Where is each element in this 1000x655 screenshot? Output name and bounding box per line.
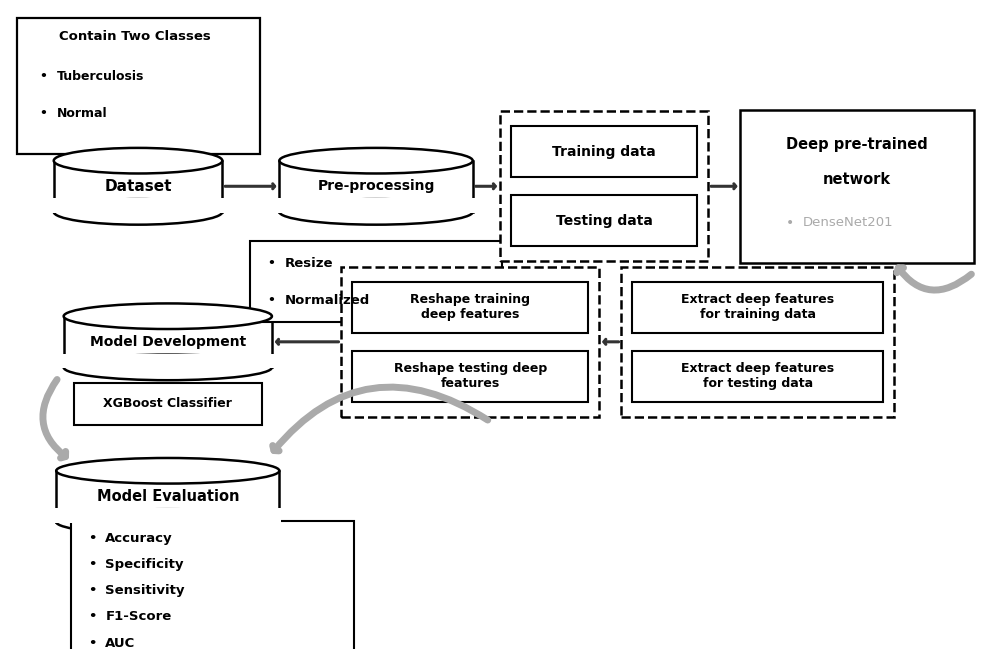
Text: AUC: AUC xyxy=(105,637,136,650)
Bar xyxy=(352,282,588,333)
Ellipse shape xyxy=(279,148,473,174)
Bar xyxy=(740,110,974,263)
Bar xyxy=(250,242,502,322)
Bar xyxy=(74,383,262,424)
Bar xyxy=(62,354,274,368)
Ellipse shape xyxy=(279,199,473,225)
Text: Deep pre-trained: Deep pre-trained xyxy=(786,138,928,153)
Bar xyxy=(64,316,272,367)
Bar xyxy=(52,198,224,213)
Text: Sensitivity: Sensitivity xyxy=(105,584,185,597)
Text: •: • xyxy=(88,610,97,624)
Bar xyxy=(511,195,697,246)
Ellipse shape xyxy=(54,148,222,174)
Text: Normalized: Normalized xyxy=(285,294,370,307)
Text: Contain Two Classes: Contain Two Classes xyxy=(59,30,210,43)
Text: Accuracy: Accuracy xyxy=(105,533,173,545)
Ellipse shape xyxy=(64,303,272,329)
Bar xyxy=(279,160,473,212)
Ellipse shape xyxy=(56,458,279,483)
Text: •: • xyxy=(267,257,275,270)
Text: Specificity: Specificity xyxy=(105,558,184,571)
Text: F1-Score: F1-Score xyxy=(105,610,172,624)
Bar xyxy=(511,126,697,178)
Text: Pre-processing: Pre-processing xyxy=(317,179,435,193)
Bar xyxy=(277,198,475,213)
Text: •: • xyxy=(88,637,97,650)
Text: •: • xyxy=(267,294,275,307)
Text: Testing data: Testing data xyxy=(556,214,653,228)
Ellipse shape xyxy=(64,354,272,380)
Text: Dataset: Dataset xyxy=(104,179,172,194)
Text: Resize: Resize xyxy=(285,257,333,270)
Ellipse shape xyxy=(54,199,222,225)
Bar xyxy=(71,521,354,655)
Text: Training data: Training data xyxy=(552,145,656,159)
Text: network: network xyxy=(823,172,891,187)
Text: •: • xyxy=(39,69,47,83)
Bar xyxy=(56,471,279,522)
Text: Extract deep features
for testing data: Extract deep features for testing data xyxy=(681,362,834,390)
Text: DenseNet201: DenseNet201 xyxy=(802,216,893,229)
Text: •: • xyxy=(786,215,794,230)
Bar xyxy=(621,267,894,417)
Text: Tuberculosis: Tuberculosis xyxy=(57,69,144,83)
Bar xyxy=(54,508,281,523)
Text: XGBoost Classifier: XGBoost Classifier xyxy=(103,398,232,410)
Text: Normal: Normal xyxy=(57,107,107,120)
Ellipse shape xyxy=(56,509,279,534)
Text: Reshape training
deep features: Reshape training deep features xyxy=(410,293,530,322)
Text: •: • xyxy=(88,558,97,571)
Bar xyxy=(500,111,708,261)
Bar xyxy=(352,350,588,402)
Text: •: • xyxy=(88,584,97,597)
Bar xyxy=(341,267,599,417)
Text: Reshape testing deep
features: Reshape testing deep features xyxy=(394,362,547,390)
Text: •: • xyxy=(39,107,47,120)
Text: Model Development: Model Development xyxy=(90,335,246,349)
Bar xyxy=(632,282,883,333)
Bar xyxy=(17,18,260,154)
Text: Extract deep features
for training data: Extract deep features for training data xyxy=(681,293,834,322)
Text: •: • xyxy=(88,533,97,545)
Text: Model Evaluation: Model Evaluation xyxy=(97,489,239,504)
Bar xyxy=(54,160,222,212)
Bar xyxy=(632,350,883,402)
